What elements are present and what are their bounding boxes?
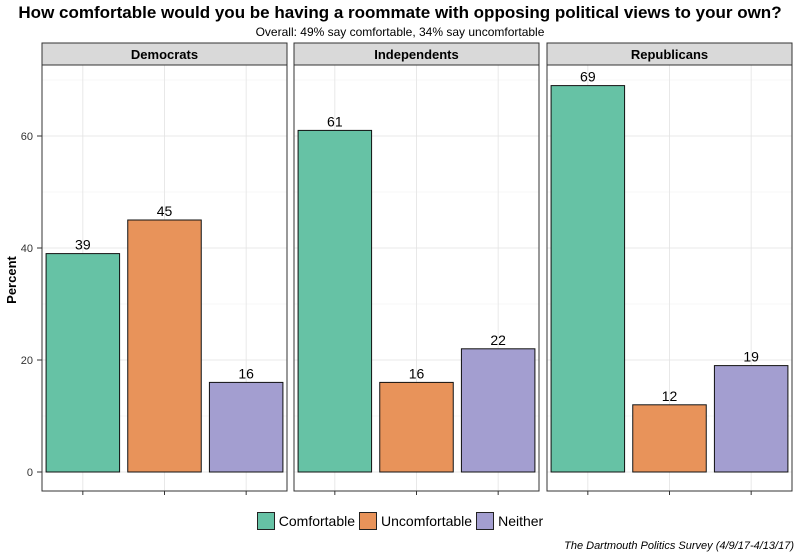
panel-title-independents: Independents	[374, 47, 459, 62]
y-tick-label-0: 0	[27, 467, 33, 479]
y-axis-label: Percent	[4, 255, 19, 303]
panel-title-republicans: Republicans	[631, 47, 708, 62]
legend: Comfortable Uncomfortable Neither	[0, 512, 800, 530]
panel-border-republicans	[546, 64, 793, 492]
legend-label-uncomfortable: Uncomfortable	[381, 513, 473, 529]
chart-subtitle: Overall: 49% say comfortable, 34% say un…	[255, 25, 545, 39]
y-tick-label-40: 40	[21, 243, 33, 255]
faceted-bar-chart: Percent0204060Democrats394516Independent…	[4, 42, 793, 495]
legend-item-uncomfortable: Uncomfortable	[359, 512, 472, 530]
data-label-republicans-comfortable: 69	[580, 69, 596, 85]
bar-independents-neither	[460, 348, 536, 473]
data-label-republicans-uncomfortable: 12	[662, 388, 678, 404]
data-label-republicans-neither: 19	[743, 349, 759, 365]
y-tick-label-20: 20	[21, 355, 33, 367]
legend-swatch-uncomfortable	[359, 512, 378, 530]
panel-democrats: Democrats 39 45 16	[41, 42, 288, 495]
data-label-independents-comfortable: 61	[327, 113, 343, 129]
bar-democrats-uncomfortable	[127, 219, 202, 473]
source-note: The Dartmouth Politics Survey (4/9/17-4/…	[564, 540, 794, 552]
panel-independents: Independents 61 16 22	[293, 42, 540, 495]
chart-title: How comfortable would you be having a ro…	[18, 3, 782, 22]
data-label-democrats-neither: 16	[238, 365, 254, 381]
panel-border-independents	[293, 64, 540, 492]
y-tick-label-60: 60	[21, 131, 33, 143]
bar-democrats-neither	[208, 381, 284, 473]
panel-title-democrats: Democrats	[131, 47, 198, 62]
data-label-democrats-comfortable: 39	[75, 237, 91, 253]
bar-independents-uncomfortable	[379, 381, 454, 473]
legend-item-neither: Neither	[476, 512, 543, 530]
legend-swatch-neither	[476, 512, 495, 530]
data-label-democrats-uncomfortable: 45	[157, 203, 173, 219]
bar-republicans-uncomfortable	[632, 404, 707, 473]
data-label-independents-neither: 22	[490, 332, 506, 348]
bar-republicans-neither	[713, 365, 789, 473]
legend-swatch-comfortable	[256, 512, 275, 530]
legend-item-comfortable: Comfortable	[256, 512, 356, 530]
legend-label-neither: Neither	[498, 513, 544, 529]
data-label-independents-uncomfortable: 16	[409, 365, 425, 381]
legend-label-comfortable: Comfortable	[278, 513, 356, 529]
panel-republicans: Republicans 69 12 19	[546, 42, 793, 495]
panel-border-democrats	[41, 64, 288, 492]
bar-republicans-comfortable	[550, 85, 626, 473]
bar-democrats-comfortable	[45, 253, 121, 473]
bar-independents-comfortable	[297, 129, 373, 473]
